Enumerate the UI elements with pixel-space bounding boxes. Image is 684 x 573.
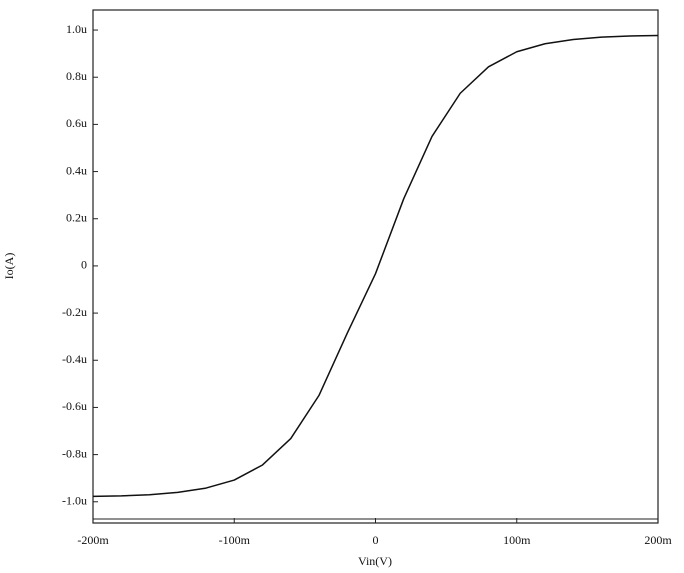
y-axis-label: Io(A) — [2, 253, 16, 280]
y-tick-label: 0.2u — [66, 210, 87, 224]
y-tick-label: 0 — [81, 258, 87, 272]
x-tick-label: 0 — [373, 533, 379, 547]
plot-frame — [92, 9, 659, 524]
y-tick-label: -0.4u — [62, 352, 87, 366]
y-tick-label: 0.4u — [66, 163, 87, 177]
y-tick-label: 0.6u — [66, 116, 87, 130]
y-tick-label: 1.0u — [66, 22, 87, 36]
y-tick-label: -0.6u — [62, 399, 87, 413]
y-tick-label: -0.2u — [62, 305, 87, 319]
x-tick-label: -200m — [77, 533, 109, 547]
x-axis-label: Vin(V) — [358, 554, 392, 568]
y-tick-label: 0.8u — [66, 69, 87, 83]
y-tick-label: -0.8u — [62, 446, 87, 460]
x-tick-label: -100m — [219, 533, 251, 547]
x-tick-label: 100m — [503, 533, 531, 547]
data-line — [92, 34, 659, 498]
y-tick-label: -1.0u — [62, 494, 87, 508]
x-tick-label: 200m — [644, 533, 672, 547]
